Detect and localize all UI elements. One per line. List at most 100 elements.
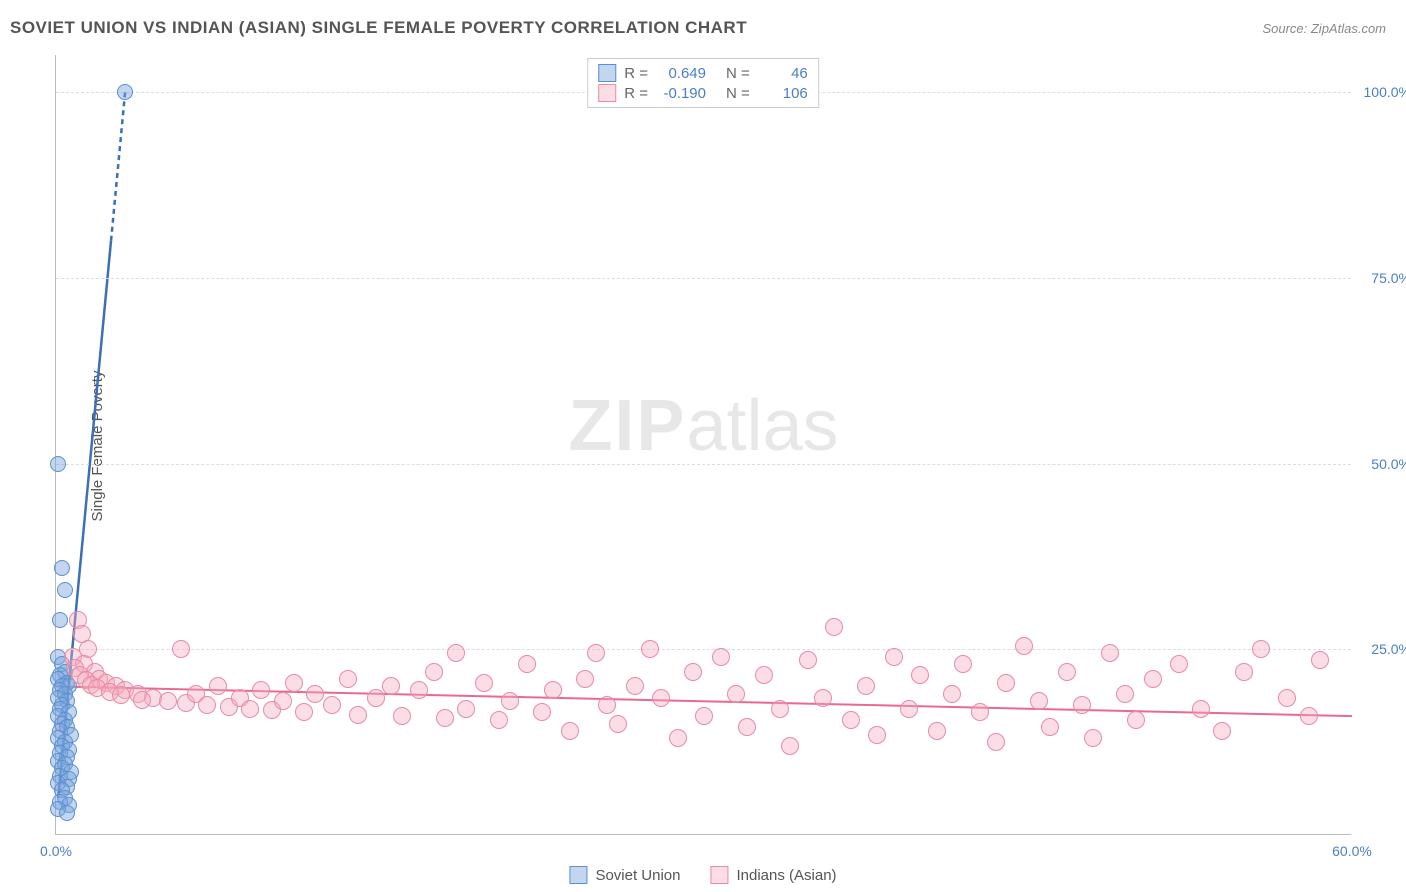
data-point	[971, 703, 989, 721]
data-point	[900, 700, 918, 718]
data-point	[447, 644, 465, 662]
data-point	[1252, 640, 1270, 658]
data-point	[117, 84, 133, 100]
x-tick-label: 0.0%	[40, 843, 72, 859]
data-point	[52, 612, 68, 628]
data-point	[1127, 711, 1145, 729]
data-point	[1192, 700, 1210, 718]
data-point	[172, 640, 190, 658]
data-point	[885, 648, 903, 666]
data-point	[738, 718, 756, 736]
data-point	[475, 674, 493, 692]
data-point	[1015, 637, 1033, 655]
r-value: 0.649	[656, 65, 706, 82]
gridline	[56, 278, 1351, 279]
data-point	[814, 689, 832, 707]
data-point	[587, 644, 605, 662]
data-point	[755, 666, 773, 684]
data-point	[295, 703, 313, 721]
n-label: N =	[726, 85, 750, 102]
data-point	[159, 692, 177, 710]
legend-swatch	[598, 64, 616, 82]
correlation-legend: R =0.649N =46R =-0.190N =106	[587, 58, 819, 108]
legend-swatch	[711, 866, 729, 884]
legend-swatch	[569, 866, 587, 884]
data-point	[133, 691, 151, 709]
data-point	[209, 677, 227, 695]
data-point	[771, 700, 789, 718]
data-point	[1311, 651, 1329, 669]
data-point	[576, 670, 594, 688]
data-point	[457, 700, 475, 718]
y-tick-label: 50.0%	[1356, 456, 1406, 472]
data-point	[436, 709, 454, 727]
data-point	[533, 703, 551, 721]
data-point	[609, 715, 627, 733]
data-point	[1235, 663, 1253, 681]
data-point	[1073, 696, 1091, 714]
plot-area: ZIPatlas 25.0%50.0%75.0%100.0%0.0%60.0%	[55, 55, 1351, 835]
data-point	[695, 707, 713, 725]
data-point	[198, 696, 216, 714]
data-point	[857, 677, 875, 695]
legend-label: Soviet Union	[595, 867, 680, 884]
data-point	[425, 663, 443, 681]
data-point	[241, 700, 259, 718]
gridline	[56, 649, 1351, 650]
legend-item: Indians (Asian)	[711, 866, 837, 884]
legend-swatch	[598, 84, 616, 102]
data-point	[868, 726, 886, 744]
legend-row: R =-0.190N =106	[598, 83, 808, 103]
chart-title: SOVIET UNION VS INDIAN (ASIAN) SINGLE FE…	[10, 18, 747, 38]
data-point	[1058, 663, 1076, 681]
data-point	[501, 692, 519, 710]
data-point	[712, 648, 730, 666]
data-point	[943, 685, 961, 703]
chart-header: SOVIET UNION VS INDIAN (ASIAN) SINGLE FE…	[10, 18, 1386, 38]
data-point	[323, 696, 341, 714]
data-point	[57, 582, 73, 598]
y-tick-label: 25.0%	[1356, 641, 1406, 657]
data-point	[349, 706, 367, 724]
data-point	[410, 681, 428, 699]
data-point	[252, 681, 270, 699]
data-point	[382, 677, 400, 695]
data-point	[1278, 689, 1296, 707]
data-point	[799, 651, 817, 669]
y-tick-label: 100.0%	[1356, 84, 1406, 100]
data-point	[652, 689, 670, 707]
data-point	[50, 456, 66, 472]
legend-row: R =0.649N =46	[598, 63, 808, 83]
data-point	[1213, 722, 1231, 740]
data-point	[954, 655, 972, 673]
data-point	[274, 692, 292, 710]
data-point	[1084, 729, 1102, 747]
data-point	[1030, 692, 1048, 710]
data-point	[1116, 685, 1134, 703]
data-point	[306, 685, 324, 703]
data-point	[928, 722, 946, 740]
data-point	[987, 733, 1005, 751]
gridline	[56, 464, 1351, 465]
legend-label: Indians (Asian)	[737, 867, 837, 884]
data-point	[393, 707, 411, 725]
data-point	[626, 677, 644, 695]
n-value: 46	[758, 65, 808, 82]
data-point	[1170, 655, 1188, 673]
series-legend: Soviet Union Indians (Asian)	[569, 866, 836, 884]
r-label: R =	[624, 85, 648, 102]
data-point	[669, 729, 687, 747]
data-point	[518, 655, 536, 673]
r-value: -0.190	[656, 85, 706, 102]
data-point	[684, 663, 702, 681]
data-point	[781, 737, 799, 755]
data-point	[1300, 707, 1318, 725]
data-point	[54, 560, 70, 576]
data-point	[59, 805, 75, 821]
data-point	[842, 711, 860, 729]
data-point	[911, 666, 929, 684]
data-point	[561, 722, 579, 740]
y-tick-label: 75.0%	[1356, 270, 1406, 286]
legend-item: Soviet Union	[569, 866, 680, 884]
data-point	[112, 686, 130, 704]
